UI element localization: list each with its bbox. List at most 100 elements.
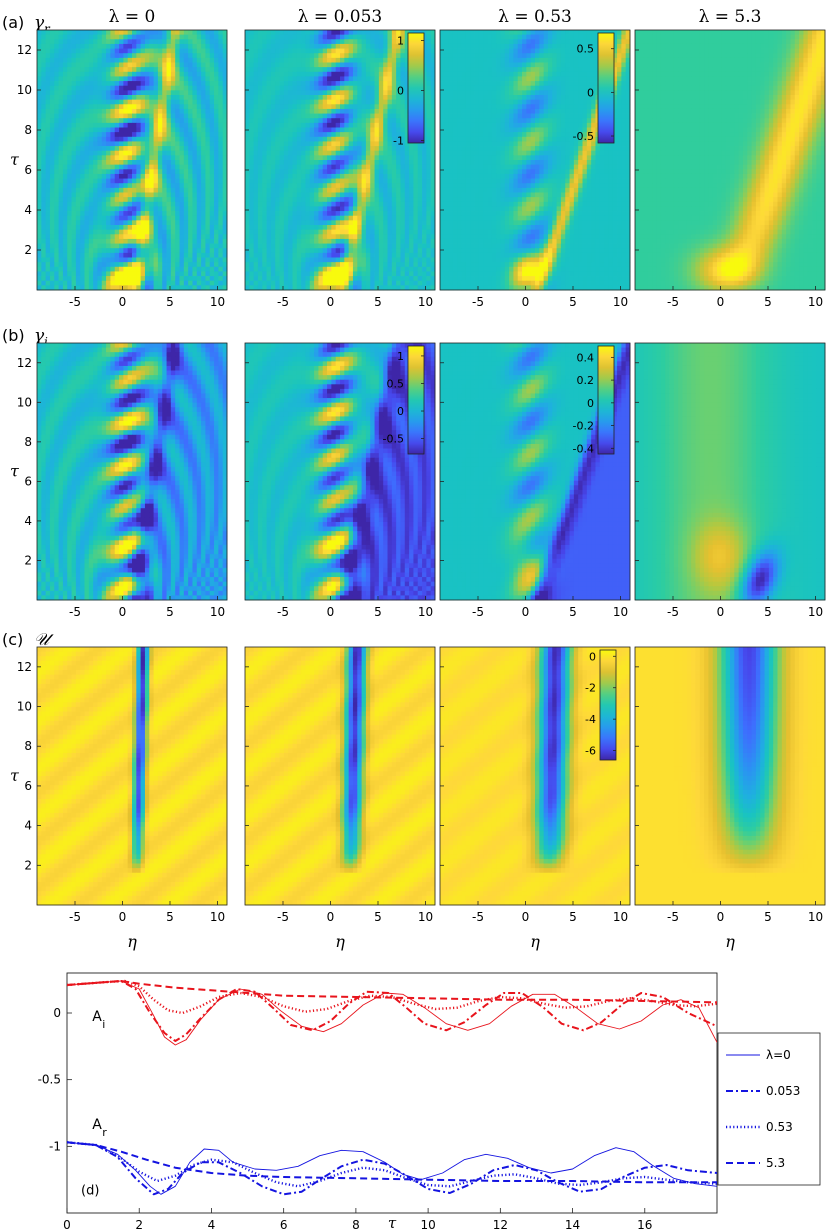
colorbar-tick-label: 0 — [587, 397, 594, 410]
y-tick-label: 12 — [17, 660, 32, 674]
panel-frame — [439, 342, 631, 601]
y-tick-label: 4 — [24, 819, 32, 833]
x-tick-label: 5 — [166, 295, 174, 309]
colorbar-r2c3: 0 -2 -4 -6 — [585, 649, 617, 761]
colorbar-tick-label: -2 — [585, 682, 596, 695]
colorbar-r1c3: 0.4 0.2 0 -0.2 -0.4 — [573, 345, 615, 455]
colorbar-tick-label: -0.5 — [383, 433, 404, 446]
row-symbol: γ — [34, 13, 45, 33]
colorbar-gradient — [597, 345, 615, 455]
panel-label: (d) — [81, 1183, 99, 1198]
x-tick-label: 0 — [119, 605, 127, 619]
colorbar-r1c1: 1 0.5 0 -0.5 — [383, 345, 425, 455]
x-tick-label: -5 — [277, 910, 289, 924]
x-axis-label: η — [335, 932, 345, 951]
y-tick-label: 12 — [17, 356, 32, 370]
panel-frame — [36, 646, 228, 906]
row-label-0: (a) γ r — [2, 13, 51, 36]
legend-label-3: 5.3 — [766, 1156, 785, 1170]
legend-label-1: 0.053 — [766, 1084, 800, 1098]
panel-frame — [244, 29, 436, 291]
x-tick-label: 0 — [119, 910, 127, 924]
heatmap-cells — [635, 343, 826, 601]
legend-label-2: 0.53 — [766, 1120, 793, 1134]
panel-frame — [36, 342, 228, 601]
colorbar-gradient — [597, 32, 615, 144]
colorbar-r0c3: 0.5 0 -0.5 — [573, 32, 615, 144]
heatmap-cells — [440, 343, 631, 601]
y-axis-label: τ — [10, 150, 20, 169]
heatmap-panel-r2c0: -5 0 5 10 2 4 6 8 10 12 η — [17, 646, 228, 951]
y-tick-label: 4 — [24, 203, 32, 217]
heatmap-cells — [37, 647, 228, 906]
y-tick-label: 12 — [17, 43, 32, 57]
x-tick-label: 10 — [613, 910, 628, 924]
column-title-3: λ = 5.3 — [699, 7, 762, 27]
x-tick-label: 10 — [613, 605, 628, 619]
x-tick-label: 4 — [208, 1218, 216, 1230]
x-tick-label: -5 — [667, 295, 679, 309]
x-tick-label: 10 — [418, 295, 433, 309]
legend-box — [717, 1032, 821, 1186]
colorbar-tick-label: -6 — [585, 745, 596, 758]
x-tick-label: 5 — [374, 910, 382, 924]
x-tick-label: 0 — [119, 295, 127, 309]
heatmap-panel-r1c2: -5 0 5 10 — [439, 342, 631, 619]
x-tick-label: -5 — [667, 910, 679, 924]
x-tick-label: 5 — [764, 295, 772, 309]
heatmap-panel-r0c0: -5 0 5 10 2 4 6 8 10 12 — [17, 29, 228, 309]
x-tick-label: 5 — [569, 910, 577, 924]
colorbar-tick-label: -0.5 — [573, 130, 594, 143]
x-tick-label: 10 — [210, 605, 225, 619]
heatmap-cells — [635, 647, 826, 906]
colorbar-tick-label: 0.2 — [577, 374, 595, 387]
x-tick-label: 0 — [327, 295, 335, 309]
x-tick-label: 5 — [374, 605, 382, 619]
heatmap-panel-r0c3: -5 0 5 10 — [634, 29, 826, 309]
x-tick-label: -5 — [69, 295, 81, 309]
x-tick-label: 12 — [493, 1218, 508, 1230]
y-tick-label: 8 — [24, 123, 32, 137]
y-tick-label: -0.5 — [38, 1073, 61, 1087]
y-tick-label: 10 — [17, 395, 32, 409]
panel-frame — [634, 29, 826, 291]
panel-frame — [634, 646, 826, 906]
y-tick-label: 10 — [17, 83, 32, 97]
x-tick-label: 0 — [717, 605, 725, 619]
x-tick-label: -5 — [69, 605, 81, 619]
x-tick-label: 5 — [764, 605, 772, 619]
y-tick-label: 6 — [24, 474, 32, 488]
colorbar-tick-label: 0.5 — [577, 43, 595, 56]
x-tick-label: -5 — [667, 605, 679, 619]
heatmap-panel-r1c0: -5 0 5 10 2 4 6 8 10 12 — [17, 342, 228, 619]
row-symbol: 𝒰 — [34, 630, 54, 650]
colorbar-gradient — [407, 32, 425, 144]
series-blue-dashdot — [67, 1141, 717, 1196]
colorbar-tick-label: 0 — [397, 85, 404, 98]
x-tick-label: 6 — [280, 1218, 288, 1230]
x-tick-label: 16 — [637, 1218, 652, 1230]
panel-frame — [439, 29, 631, 291]
colorbar-tick-label: -4 — [585, 713, 596, 726]
x-axis-label: τ — [388, 1214, 397, 1230]
row-subscript: i — [44, 335, 48, 349]
x-tick-label: 10 — [418, 605, 433, 619]
column-title-2: λ = 0.53 — [498, 7, 572, 27]
series-blue-dashed — [67, 1141, 717, 1184]
heatmap-cells — [245, 647, 436, 906]
row-tag: (c) — [2, 630, 23, 649]
y-axis-label: τ — [10, 462, 20, 481]
heatmap-panel-r2c2: -5 0 5 10 η — [439, 646, 631, 951]
colorbar-tick-label: 0 — [587, 86, 594, 99]
x-tick-label: 0 — [327, 605, 335, 619]
y-tick-label: 2 — [24, 243, 32, 257]
panel-frame — [36, 29, 228, 291]
row-symbol: γ — [34, 326, 45, 346]
x-tick-label: -5 — [69, 910, 81, 924]
colorbar-gradient — [599, 649, 617, 761]
heatmap-cells — [440, 647, 631, 906]
panel-frame — [244, 342, 436, 601]
x-tick-label: 10 — [210, 295, 225, 309]
row-tag: (b) — [2, 326, 25, 345]
